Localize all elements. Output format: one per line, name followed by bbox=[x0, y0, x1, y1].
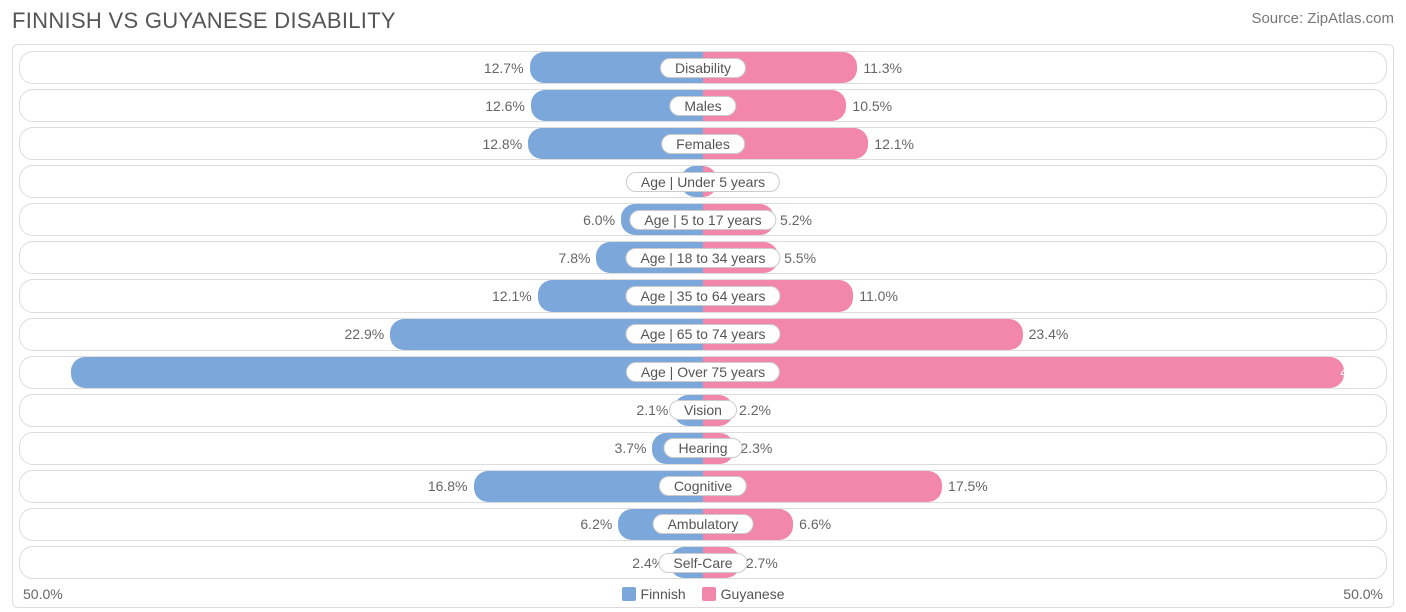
right-value-label: 2.3% bbox=[740, 440, 772, 456]
left-value-label: 6.0% bbox=[583, 212, 615, 228]
bar-row: 16.8% 17.5% Cognitive bbox=[19, 470, 1387, 503]
row-left-half: 7.8% bbox=[20, 242, 703, 273]
right-value-label: 2.2% bbox=[739, 402, 771, 418]
bar-row: 6.2% 6.6% Ambulatory bbox=[19, 508, 1387, 541]
right-value-label: 10.5% bbox=[852, 98, 892, 114]
right-value-label: 23.4% bbox=[1029, 326, 1069, 342]
header: FINNISH VS GUYANESE DISABILITY Source: Z… bbox=[12, 8, 1394, 34]
right-value-label: 5.2% bbox=[780, 212, 812, 228]
category-label: Age | Over 75 years bbox=[626, 362, 780, 382]
legend-label-left: Finnish bbox=[641, 586, 686, 602]
row-right-half: 5.2% bbox=[703, 204, 1386, 235]
row-left-half: 22.9% bbox=[20, 319, 703, 350]
left-value-label: 2.1% bbox=[636, 402, 668, 418]
right-bar bbox=[703, 357, 1344, 388]
row-left-half: 6.2% bbox=[20, 509, 703, 540]
bar-row: 7.8% 5.5%Age | 18 to 34 years bbox=[19, 241, 1387, 274]
right-value-label: 11.0% bbox=[859, 288, 898, 304]
category-label: Age | 65 to 74 years bbox=[625, 324, 780, 344]
left-value-label: 12.7% bbox=[484, 60, 524, 76]
legend-swatch-right bbox=[702, 587, 716, 601]
left-bar bbox=[71, 357, 703, 388]
right-value-label: 12.1% bbox=[874, 136, 914, 152]
row-right-half: 5.5% bbox=[703, 242, 1386, 273]
left-value-label: 7.8% bbox=[559, 250, 591, 266]
legend-label-right: Guyanese bbox=[721, 586, 785, 602]
chart-container: FINNISH VS GUYANESE DISABILITY Source: Z… bbox=[0, 0, 1406, 612]
row-left-half: 6.0% bbox=[20, 204, 703, 235]
category-label: Age | 18 to 34 years bbox=[625, 248, 780, 268]
bar-row: 1.6%1.0%Age | Under 5 years bbox=[19, 165, 1387, 198]
row-left-half: 3.7% bbox=[20, 433, 703, 464]
right-value-label: 6.6% bbox=[799, 516, 831, 532]
row-right-half: 6.6% bbox=[703, 509, 1386, 540]
row-left-half: 2.4% bbox=[20, 547, 703, 578]
bar-row: 12.7% 11.3% Disability bbox=[19, 51, 1387, 84]
right-value-label: 17.5% bbox=[948, 478, 988, 494]
category-label: Disability bbox=[660, 58, 746, 78]
category-label: Females bbox=[661, 134, 745, 154]
axis-max-right: 50.0% bbox=[1343, 586, 1383, 602]
left-value-label: 12.1% bbox=[492, 288, 532, 304]
row-right-half: 46.9% bbox=[703, 357, 1386, 388]
left-value-label: 12.8% bbox=[482, 136, 522, 152]
axis-max-left: 50.0% bbox=[23, 586, 63, 602]
category-label: Age | Under 5 years bbox=[626, 172, 780, 192]
row-left-half: 12.8% bbox=[20, 128, 703, 159]
row-left-half: 12.7% bbox=[20, 52, 703, 83]
row-right-half: 2.7% bbox=[703, 547, 1386, 578]
chart-area: 12.7% 11.3% Disability 12.6% 10.5% Males 12.8%… bbox=[12, 44, 1394, 608]
row-right-half: 11.3% bbox=[703, 52, 1386, 83]
row-left-half: 12.1% bbox=[20, 280, 703, 311]
category-label: Age | 35 to 64 years bbox=[625, 286, 780, 306]
right-value-label: 46.9% bbox=[1340, 364, 1380, 380]
bar-row: 6.0% 5.2%Age | 5 to 17 years bbox=[19, 203, 1387, 236]
right-value-label: 5.5% bbox=[784, 250, 816, 266]
row-left-half: 46.3% bbox=[20, 357, 703, 388]
row-right-half: 1.0% bbox=[703, 166, 1386, 197]
category-label: Vision bbox=[669, 400, 737, 420]
bar-row: 3.7% 2.3%Hearing bbox=[19, 432, 1387, 465]
bar-row: 46.3% 46.9% Age | Over 75 years bbox=[19, 356, 1387, 389]
left-value-label: 46.3% bbox=[26, 364, 66, 380]
right-value-label: 2.7% bbox=[746, 555, 778, 571]
category-label: Cognitive bbox=[659, 476, 747, 496]
left-value-label: 16.8% bbox=[428, 478, 468, 494]
bar-row: 2.1% 2.2%Vision bbox=[19, 394, 1387, 427]
category-label: Males bbox=[669, 96, 736, 116]
bar-row: 2.4% 2.7%Self-Care bbox=[19, 546, 1387, 579]
legend-item-right: Guyanese bbox=[702, 586, 785, 602]
right-value-label: 11.3% bbox=[863, 60, 902, 76]
bar-row: 22.9% 23.4% Age | 65 to 74 years bbox=[19, 318, 1387, 351]
row-right-half: 17.5% bbox=[703, 471, 1386, 502]
left-value-label: 12.6% bbox=[485, 98, 525, 114]
bar-row: 12.6% 10.5% Males bbox=[19, 89, 1387, 122]
left-value-label: 3.7% bbox=[615, 440, 647, 456]
left-value-label: 22.9% bbox=[344, 326, 384, 342]
legend: Finnish Guyanese bbox=[622, 586, 785, 602]
legend-swatch-left bbox=[622, 587, 636, 601]
row-right-half: 10.5% bbox=[703, 90, 1386, 121]
category-label: Age | 5 to 17 years bbox=[629, 210, 776, 230]
chart-title: FINNISH VS GUYANESE DISABILITY bbox=[12, 8, 396, 34]
row-left-half: 2.1% bbox=[20, 395, 703, 426]
row-left-half: 16.8% bbox=[20, 471, 703, 502]
row-right-half: 2.2% bbox=[703, 395, 1386, 426]
row-left-half: 12.6% bbox=[20, 90, 703, 121]
legend-item-left: Finnish bbox=[622, 586, 686, 602]
source-attribution: Source: ZipAtlas.com bbox=[1251, 10, 1394, 27]
bar-rows: 12.7% 11.3% Disability 12.6% 10.5% Males 12.8%… bbox=[19, 51, 1387, 579]
row-right-half: 12.1% bbox=[703, 128, 1386, 159]
category-label: Hearing bbox=[663, 438, 742, 458]
row-left-half: 1.6% bbox=[20, 166, 703, 197]
chart-footer: 50.0% Finnish Guyanese 50.0% bbox=[19, 583, 1387, 605]
row-right-half: 23.4% bbox=[703, 319, 1386, 350]
category-label: Self-Care bbox=[658, 553, 747, 573]
left-value-label: 6.2% bbox=[580, 516, 612, 532]
category-label: Ambulatory bbox=[653, 514, 754, 534]
row-right-half: 11.0% bbox=[703, 280, 1386, 311]
bar-row: 12.1% 11.0% Age | 35 to 64 years bbox=[19, 279, 1387, 312]
row-right-half: 2.3% bbox=[703, 433, 1386, 464]
bar-row: 12.8% 12.1% Females bbox=[19, 127, 1387, 160]
